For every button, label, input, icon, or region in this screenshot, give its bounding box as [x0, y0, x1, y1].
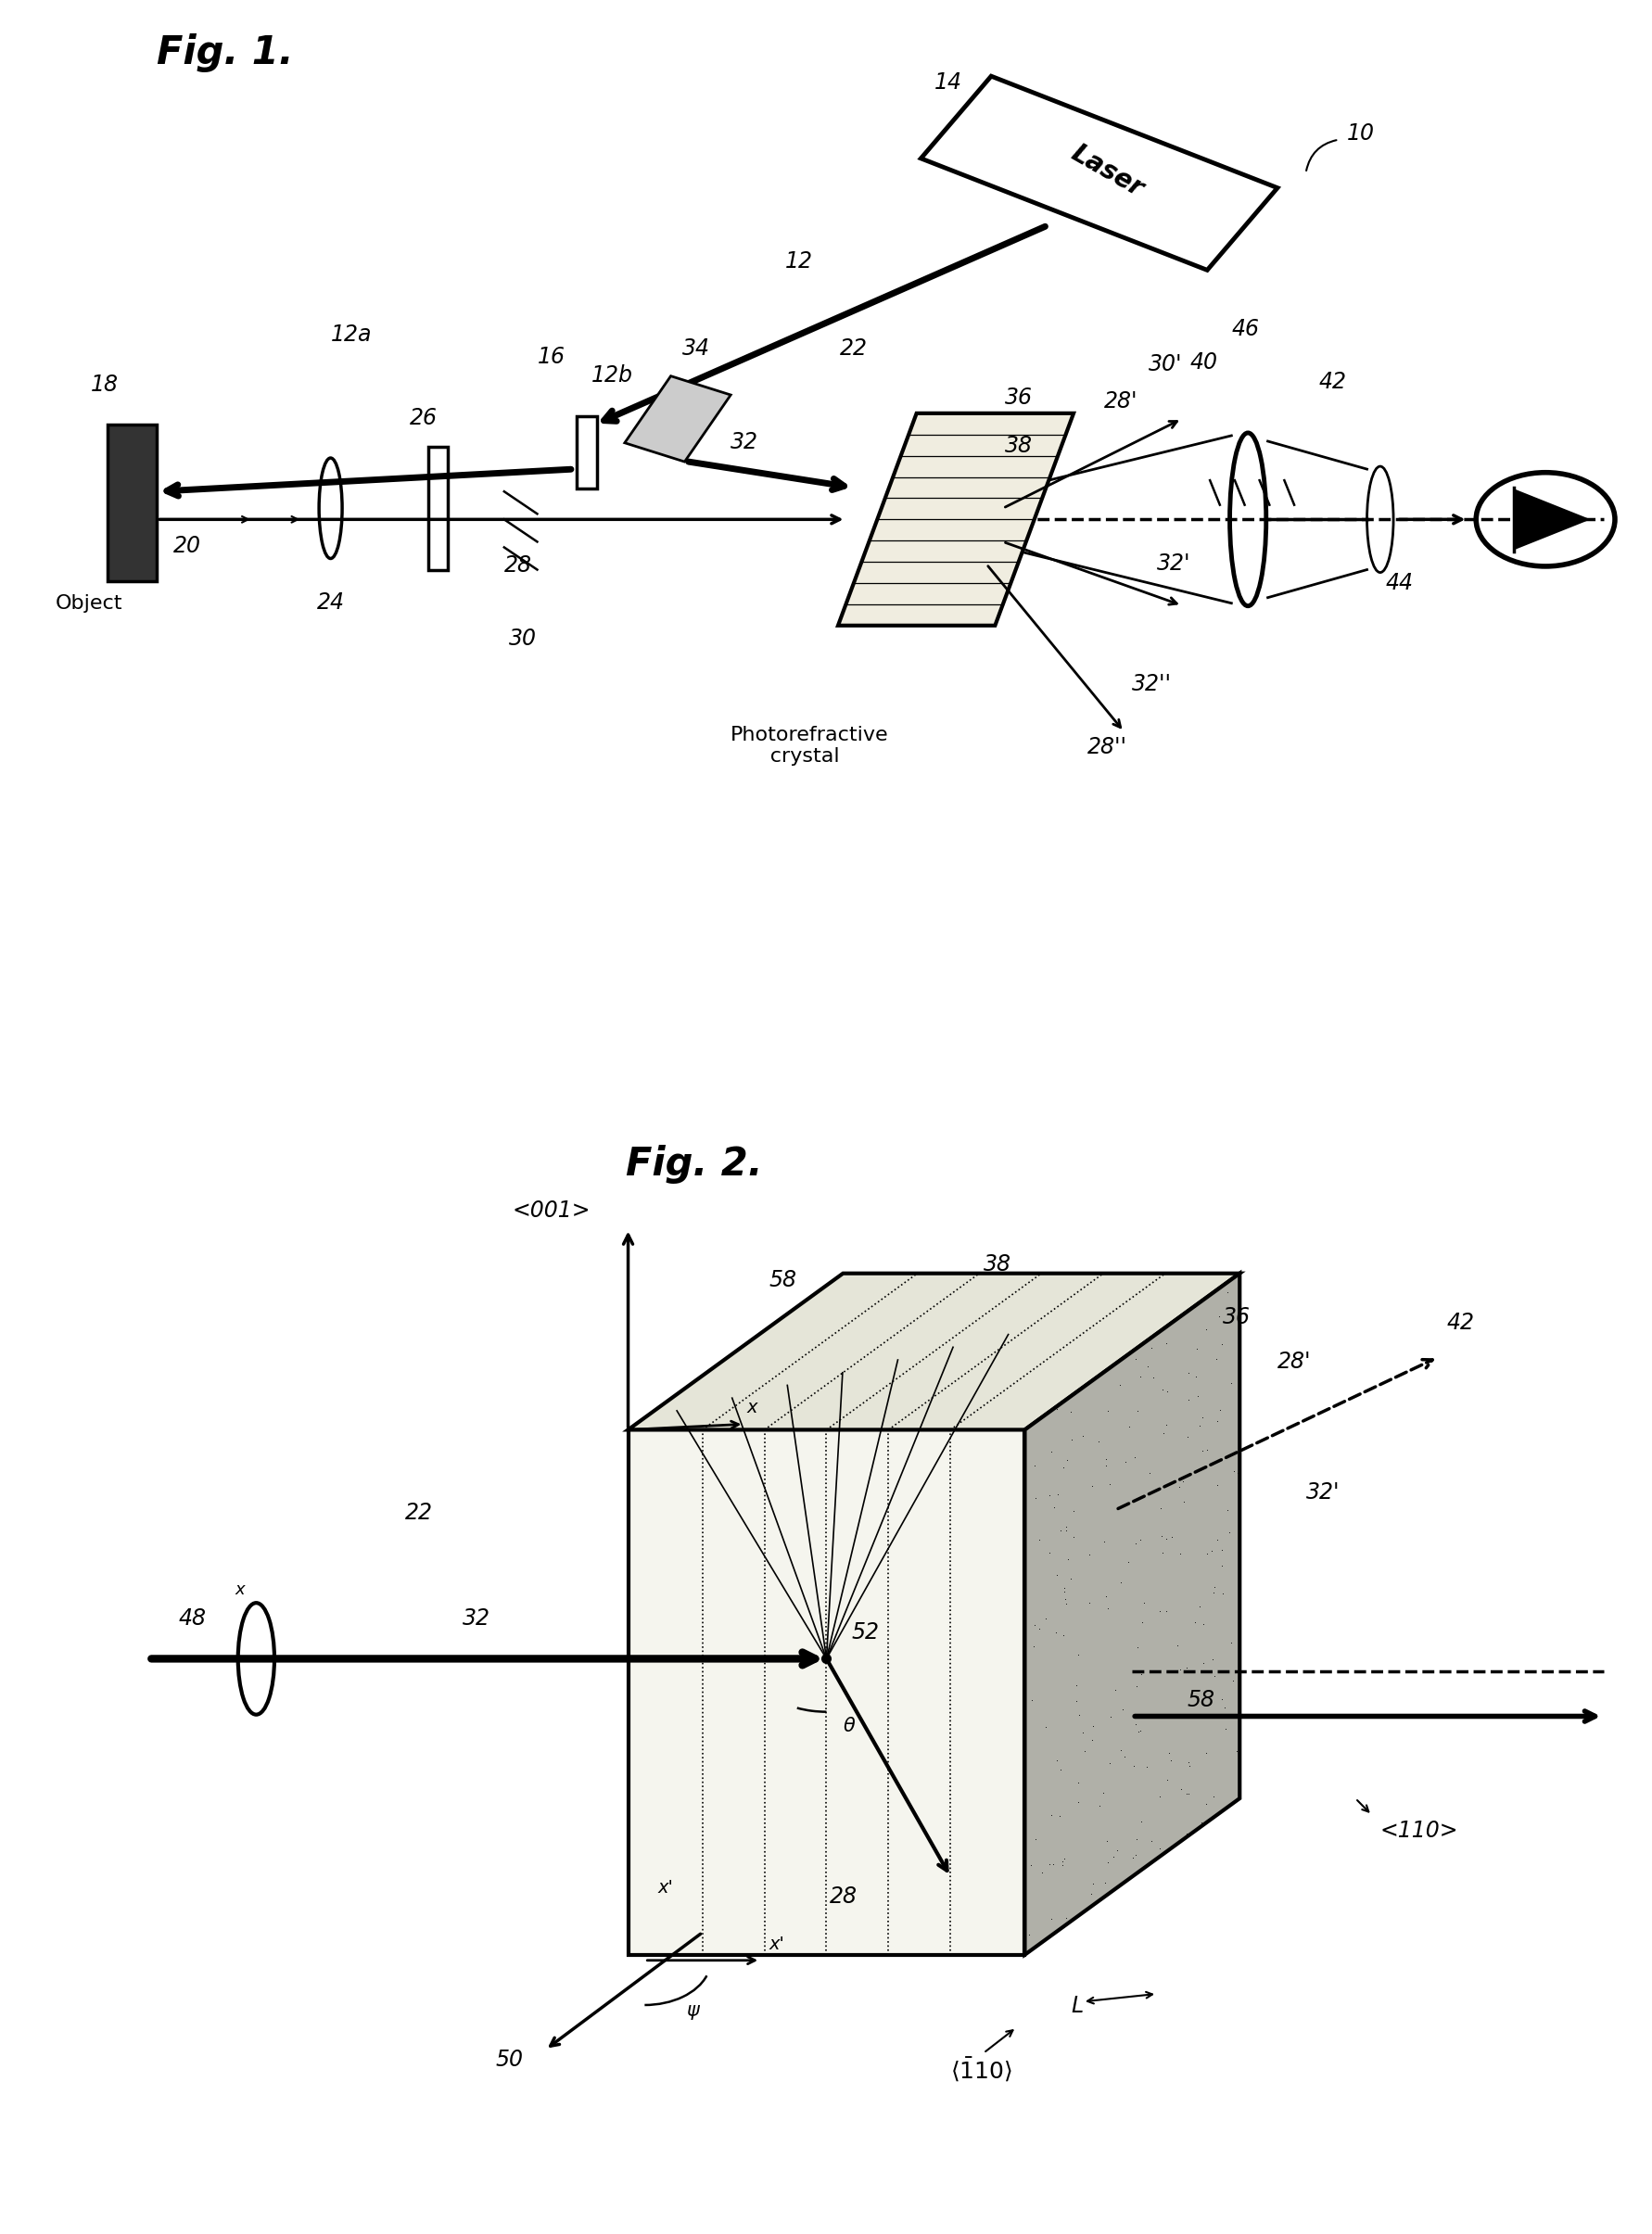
Text: Fig. 1.: Fig. 1. — [157, 34, 294, 71]
Text: 22: 22 — [405, 1501, 433, 1524]
Polygon shape — [628, 1273, 1239, 1430]
Text: Photorefractive
      crystal: Photorefractive crystal — [730, 726, 889, 766]
Text: 28: 28 — [504, 554, 532, 576]
Text: 32: 32 — [463, 1608, 491, 1631]
Text: 26: 26 — [410, 407, 438, 429]
Text: 32'': 32'' — [1132, 672, 1171, 695]
Text: 36: 36 — [1004, 386, 1032, 409]
Text: 32': 32' — [1305, 1481, 1338, 1503]
Text: 58: 58 — [1186, 1689, 1214, 1711]
Text: 12a: 12a — [330, 324, 372, 346]
Polygon shape — [1513, 489, 1589, 550]
Text: 52: 52 — [851, 1622, 879, 1644]
Text: 30': 30' — [1148, 353, 1181, 375]
Polygon shape — [920, 76, 1277, 270]
Polygon shape — [107, 424, 157, 581]
Text: $\psi$: $\psi$ — [686, 2004, 700, 2022]
Text: Fig. 2.: Fig. 2. — [626, 1144, 762, 1184]
Text: 32: 32 — [730, 431, 758, 454]
Text: 44: 44 — [1384, 572, 1412, 594]
Text: 36: 36 — [1222, 1307, 1251, 1329]
Text: 38: 38 — [1004, 436, 1032, 458]
Text: 16: 16 — [537, 346, 565, 369]
Text: 28: 28 — [829, 1885, 857, 1908]
Text: Object: Object — [56, 594, 122, 612]
Text: <001>: <001> — [512, 1200, 590, 1222]
Polygon shape — [577, 416, 596, 489]
Text: 50: 50 — [496, 2049, 524, 2071]
Text: x: x — [747, 1398, 757, 1416]
Text: 40: 40 — [1189, 351, 1218, 373]
Text: 38: 38 — [983, 1253, 1011, 1276]
Text: L: L — [1070, 1995, 1082, 2017]
Text: x: x — [235, 1582, 244, 1597]
Polygon shape — [838, 413, 1074, 626]
Text: 42: 42 — [1446, 1311, 1474, 1334]
Text: $\theta$: $\theta$ — [843, 1716, 856, 1736]
Text: 10: 10 — [1346, 123, 1374, 145]
Text: 28'': 28'' — [1087, 737, 1127, 760]
Polygon shape — [428, 447, 448, 570]
Text: 46: 46 — [1231, 317, 1259, 340]
Text: 14: 14 — [933, 71, 961, 94]
Text: x': x' — [657, 1879, 672, 1897]
Text: x': x' — [768, 1935, 783, 1953]
Text: 28': 28' — [1277, 1352, 1310, 1374]
Text: 24: 24 — [317, 592, 345, 614]
Polygon shape — [624, 375, 730, 462]
Polygon shape — [1024, 1273, 1239, 1955]
Text: Laser: Laser — [1066, 141, 1148, 201]
Text: 58: 58 — [768, 1269, 796, 1291]
Text: 32': 32' — [1156, 552, 1189, 574]
Text: <110>: <110> — [1379, 1821, 1457, 1843]
Text: 12b: 12b — [591, 364, 633, 386]
Text: 20: 20 — [173, 536, 202, 558]
Text: 28': 28' — [1104, 391, 1137, 413]
Text: 48: 48 — [178, 1608, 206, 1631]
Text: 22: 22 — [839, 337, 867, 360]
Text: $\langle\bar{1}10\rangle$: $\langle\bar{1}10\rangle$ — [950, 2055, 1013, 2082]
Polygon shape — [628, 1430, 1024, 1955]
Text: 12: 12 — [785, 250, 813, 273]
Text: 42: 42 — [1318, 371, 1346, 393]
Text: 18: 18 — [91, 373, 119, 395]
Text: 30: 30 — [509, 628, 537, 650]
Text: 34: 34 — [682, 337, 710, 360]
